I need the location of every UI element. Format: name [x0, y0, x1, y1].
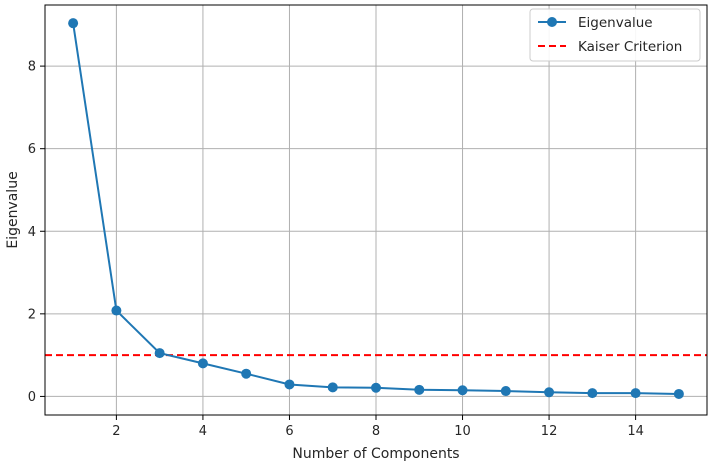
legend: Eigenvalue Kaiser Criterion: [529, 8, 701, 62]
eigenvalue-point: [154, 348, 165, 359]
eigenvalue-point: [68, 18, 79, 29]
eigenvalue-point: [414, 384, 425, 395]
y-tick-label: 0: [28, 390, 36, 405]
y-tick-label: 4: [28, 225, 36, 240]
x-tick-label: 8: [372, 424, 380, 439]
x-tick-label: 2: [112, 424, 120, 439]
x-tick-label: 10: [454, 424, 471, 439]
grid: [45, 5, 707, 415]
y-axis-label: Eigenvalue: [5, 171, 21, 248]
eigenvalue-point: [500, 386, 511, 397]
eigenvalue-point: [327, 382, 338, 393]
y-tick-label: 2: [28, 307, 36, 322]
eigenvalue-point: [371, 382, 381, 393]
series: [68, 18, 684, 399]
eigenvalue-point: [111, 305, 122, 316]
eigenvalue-point: [673, 388, 684, 399]
eigenvalue-point: [241, 368, 252, 379]
y-tick-label: 6: [28, 142, 36, 157]
y-tick-label: 8: [28, 60, 36, 75]
legend-box: [529, 8, 701, 62]
x-tick-label: 12: [541, 424, 558, 439]
ticks: 2 4 6 8 10 12 14 0 2 4 6 8: [28, 60, 644, 439]
eigenvalue-point: [544, 387, 555, 398]
x-tick-label: 4: [199, 424, 207, 439]
eigenvalue-point: [197, 358, 208, 369]
x-tick-label: 14: [627, 424, 644, 439]
legend-eigenvalue-marker: [547, 17, 557, 27]
eigenvalue-point: [587, 388, 598, 399]
eigenvalue-point: [284, 379, 295, 390]
x-axis-label: Number of Components: [292, 446, 459, 462]
legend-kaiser-label: Kaiser Criterion: [578, 39, 682, 55]
eigenvalue-point: [457, 385, 468, 396]
legend-eigenvalue-label: Eigenvalue: [578, 15, 653, 31]
x-tick-label: 6: [285, 424, 293, 439]
eigenvalue-point: [630, 388, 641, 399]
